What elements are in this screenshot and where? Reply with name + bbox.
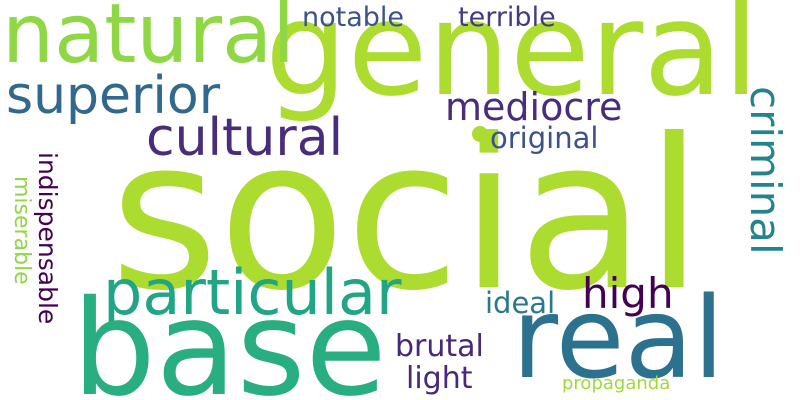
word-brutal: brutal <box>395 329 484 364</box>
word-criminal: criminal <box>741 86 790 255</box>
word-natural: natural <box>2 0 296 82</box>
word-general: general <box>265 0 760 125</box>
word-indispensable: indispensable <box>33 152 62 325</box>
word-terrible: terrible <box>458 2 556 33</box>
word-particular: particular <box>103 256 402 329</box>
word-real: real <box>512 274 725 400</box>
word-superior: superior <box>6 66 221 126</box>
word-cultural: cultural <box>146 108 344 168</box>
word-miserable: miserable <box>9 176 34 285</box>
dot-mark <box>472 126 488 142</box>
word-social: social <box>110 95 704 337</box>
word-propaganda: propaganda <box>562 373 671 394</box>
word-mediocre: mediocre <box>445 85 623 129</box>
word-ideal: ideal <box>485 286 556 320</box>
word-light: light <box>406 361 473 396</box>
word-original: original <box>490 121 599 155</box>
word-base: base <box>72 272 387 400</box>
word-notable: notable <box>302 2 405 33</box>
word-high: high <box>582 269 674 318</box>
